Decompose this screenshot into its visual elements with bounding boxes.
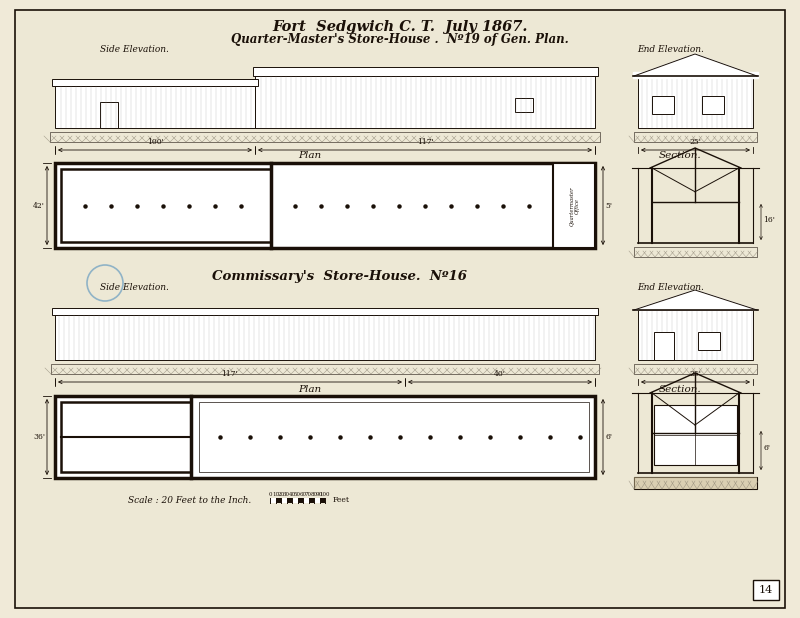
Bar [275, 498, 281, 503]
Text: Fort  Sedgwich C. T.  July 1867.: Fort Sedgwich C. T. July 1867. [272, 20, 528, 34]
Bar [292, 498, 298, 503]
Text: 6': 6' [763, 444, 770, 452]
Text: 100': 100' [146, 138, 163, 146]
Text: Side Elevation.: Side Elevation. [100, 283, 169, 292]
Text: 25': 25' [690, 370, 702, 378]
Text: Feet: Feet [333, 496, 350, 504]
Bar [270, 498, 275, 503]
Text: End Elevation.: End Elevation. [637, 45, 704, 54]
Bar [61, 169, 271, 242]
Text: 42': 42' [33, 202, 45, 210]
Bar [52, 79, 258, 86]
Text: 90: 90 [316, 492, 323, 497]
Bar [50, 132, 600, 142]
Text: 36': 36' [33, 433, 45, 441]
Bar [199, 402, 589, 472]
Text: 40': 40' [494, 370, 506, 378]
Bar [286, 498, 292, 503]
Bar [61, 402, 191, 472]
Bar [253, 67, 598, 76]
Text: 50: 50 [294, 492, 301, 497]
Text: Plan: Plan [298, 151, 322, 160]
Bar [55, 163, 595, 248]
Text: 5': 5' [605, 202, 612, 210]
Polygon shape [633, 72, 758, 78]
Text: 117': 117' [417, 138, 434, 146]
Bar [51, 364, 599, 374]
Bar [634, 477, 757, 489]
Text: Plan: Plan [298, 385, 322, 394]
Bar [698, 332, 720, 350]
Polygon shape [634, 290, 757, 310]
Bar [319, 498, 325, 503]
Bar [654, 405, 737, 465]
Bar [55, 86, 255, 128]
Text: 80: 80 [310, 492, 318, 497]
Bar [303, 498, 309, 503]
Bar [52, 308, 598, 315]
Bar [634, 364, 757, 374]
Text: 20: 20 [278, 492, 285, 497]
Bar [281, 498, 286, 503]
Bar [634, 247, 757, 257]
Text: Quarter-Master's Store-House .  Nº19 of Gen. Plan.: Quarter-Master's Store-House . Nº19 of G… [231, 33, 569, 46]
Bar [638, 76, 753, 128]
Text: Side Elevation.: Side Elevation. [100, 45, 169, 54]
Text: 0: 0 [268, 492, 272, 497]
Text: 10: 10 [272, 492, 279, 497]
Bar [309, 498, 314, 503]
Text: 30: 30 [283, 492, 290, 497]
Text: 16': 16' [763, 216, 775, 224]
Bar [314, 498, 319, 503]
Bar [638, 310, 753, 360]
Text: 70: 70 [305, 492, 312, 497]
Bar [55, 396, 595, 478]
Text: Scale : 20 Feet to the Inch.: Scale : 20 Feet to the Inch. [128, 496, 252, 505]
Bar [634, 132, 757, 142]
Bar [255, 76, 595, 128]
Text: Section.: Section. [658, 385, 702, 394]
Text: 100: 100 [320, 492, 330, 497]
Text: 117': 117' [222, 370, 238, 378]
Text: 25': 25' [690, 138, 702, 146]
Text: Section.: Section. [658, 151, 702, 160]
Text: Quartermaster
Office: Quartermaster Office [569, 186, 579, 226]
Bar [515, 98, 533, 112]
Bar [654, 332, 674, 360]
Bar [753, 580, 779, 600]
Text: 6': 6' [605, 433, 612, 441]
Polygon shape [634, 54, 757, 76]
Bar [55, 315, 595, 360]
Bar [634, 477, 757, 489]
Text: End Elevation.: End Elevation. [637, 283, 704, 292]
Text: 40: 40 [289, 492, 295, 497]
Bar [702, 96, 724, 114]
Bar [652, 96, 674, 114]
Text: Commissary's  Store-House.  Nº16: Commissary's Store-House. Nº16 [213, 270, 467, 283]
Text: 14: 14 [759, 585, 773, 595]
Bar [298, 498, 303, 503]
Bar [100, 102, 118, 128]
Bar [553, 163, 595, 248]
Text: 60: 60 [299, 492, 306, 497]
